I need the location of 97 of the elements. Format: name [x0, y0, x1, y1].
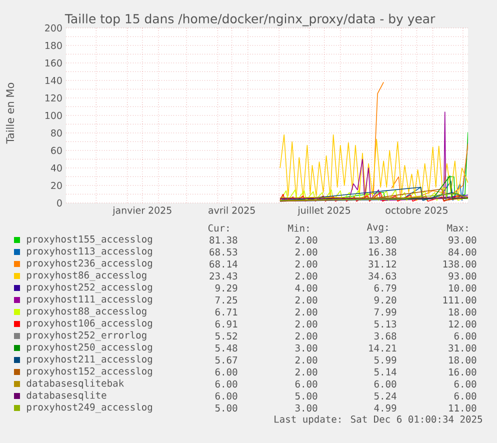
- text: 138.00: [443, 260, 476, 268]
- x-tick-label: avril 2025: [208, 206, 255, 214]
- text: 2.00: [295, 260, 318, 268]
- text: 3.68: [374, 332, 396, 340]
- y-tick-label: 80: [51, 129, 62, 137]
- text: 9.29: [215, 284, 238, 292]
- text: 9.20: [374, 296, 396, 304]
- legend-label: proxyhost252_errorlog: [27, 331, 146, 341]
- text: 6.00: [215, 380, 238, 388]
- x-tick-label: octobre 2025: [386, 206, 448, 214]
- y-tick-label: 0: [57, 199, 62, 207]
- text: 2.00: [295, 308, 318, 316]
- text: 68.14: [210, 260, 238, 268]
- legend-label: databasesqlitebak: [26, 379, 124, 389]
- text: 14.21: [369, 344, 396, 352]
- y-tick-label: 120: [45, 94, 62, 102]
- text: 5.13: [374, 320, 396, 328]
- text: 13.80: [369, 236, 396, 244]
- y-tick-label: 40: [50, 164, 62, 172]
- text: 6.71: [215, 308, 238, 316]
- text: 6.00: [374, 380, 396, 388]
- y-tick-label: 20: [51, 182, 62, 190]
- text: 18.00: [449, 308, 476, 316]
- legend-label: proxyhost152_accesslog: [27, 367, 152, 377]
- text: 31.12: [368, 260, 396, 268]
- text: 3.00: [295, 344, 318, 352]
- text: 2.00: [295, 248, 318, 256]
- text: 5.52: [215, 332, 237, 340]
- text: Max:: [447, 224, 468, 232]
- legend-label: proxyhost88_accesslog: [27, 307, 146, 317]
- text: 6.00: [215, 392, 238, 400]
- x-tick-label: janvier 2025: [112, 206, 172, 216]
- text: Cur:: [208, 224, 228, 232]
- text: 2.00: [295, 332, 318, 340]
- legend-label: proxyhost113_accesslog: [27, 247, 152, 257]
- text: 68.53: [210, 248, 238, 256]
- y-axis-title: Taille en Mo: [6, 82, 14, 144]
- text: 7.99: [374, 308, 396, 316]
- text: 4.99: [374, 404, 396, 412]
- text: 6.00: [454, 332, 476, 340]
- text: 6.00: [454, 392, 476, 400]
- text: 18.00: [449, 356, 476, 364]
- y-tick-label: 60: [51, 146, 62, 154]
- text: 31.00: [448, 344, 476, 352]
- text: 6.00: [295, 380, 318, 388]
- text: Min:: [288, 224, 308, 232]
- text: 84.00: [448, 248, 476, 256]
- legend-label: proxyhost155_accesslog: [27, 235, 152, 245]
- legend-label: proxyhost86_accesslog: [27, 271, 146, 281]
- text: 5.99: [374, 356, 396, 364]
- text: 5.14: [374, 368, 396, 376]
- text: 10.00: [449, 284, 476, 292]
- text: 5.48: [215, 344, 238, 352]
- legend-label: proxyhost211_accesslog: [27, 355, 152, 365]
- text: 16.38: [369, 248, 396, 256]
- text: 2.00: [295, 272, 318, 280]
- text: 6.00: [454, 380, 476, 388]
- text: 81.38: [210, 236, 238, 244]
- text: 2.00: [295, 296, 318, 304]
- text: 34.63: [368, 272, 396, 280]
- text: 4.00: [295, 284, 318, 292]
- text: 6.91: [215, 320, 238, 328]
- text: 5.24: [374, 392, 396, 400]
- y-tick-label: 200: [45, 24, 62, 32]
- text: 5.67: [215, 356, 238, 364]
- text: 6.00: [215, 368, 238, 376]
- text: 111.00: [443, 296, 476, 304]
- y-tick-label: 160: [45, 59, 62, 67]
- text: Avg:: [366, 223, 388, 232]
- text: 2.00: [295, 236, 318, 244]
- text: 23.43: [210, 272, 238, 280]
- text: 2.00: [295, 320, 318, 328]
- text: 93.00: [448, 236, 476, 244]
- text: 6.79: [374, 284, 396, 292]
- y-tick-label: 100: [45, 112, 62, 120]
- legend-label: proxyhost111_accesslog: [27, 295, 152, 305]
- text: 2.00: [295, 368, 318, 376]
- legend-label: proxyhost106_accesslog: [27, 319, 152, 329]
- text: 93.00: [448, 272, 476, 280]
- x-tick-label: juillet 2025: [298, 206, 350, 216]
- legend-label: databasesqlite: [26, 391, 106, 401]
- text: 11.00: [449, 404, 476, 412]
- text: 3.00: [295, 404, 318, 412]
- y-tick-label: 140: [45, 76, 62, 84]
- legend-label: proxyhost249_accesslog: [27, 403, 152, 413]
- chart-title: Taille top 15 dans /home/docker/nginx_proxy/data - by year: [64, 14, 436, 26]
- text: 5.00: [295, 392, 318, 400]
- legend-label: proxyhost250_accesslog: [27, 343, 152, 353]
- text: 5.00: [215, 404, 238, 412]
- text: Last update: Sat Dec 6 01:00:34 2025: [274, 415, 482, 425]
- text: 16.00: [449, 368, 476, 376]
- y-tick-label: 180: [45, 42, 62, 50]
- legend-label: proxyhost252_accesslog: [27, 283, 152, 293]
- legend-label: proxyhost236_accesslog: [27, 259, 152, 269]
- text: 2.00: [295, 356, 318, 364]
- text: 12.00: [449, 320, 476, 328]
- text: 7.25: [215, 296, 238, 304]
